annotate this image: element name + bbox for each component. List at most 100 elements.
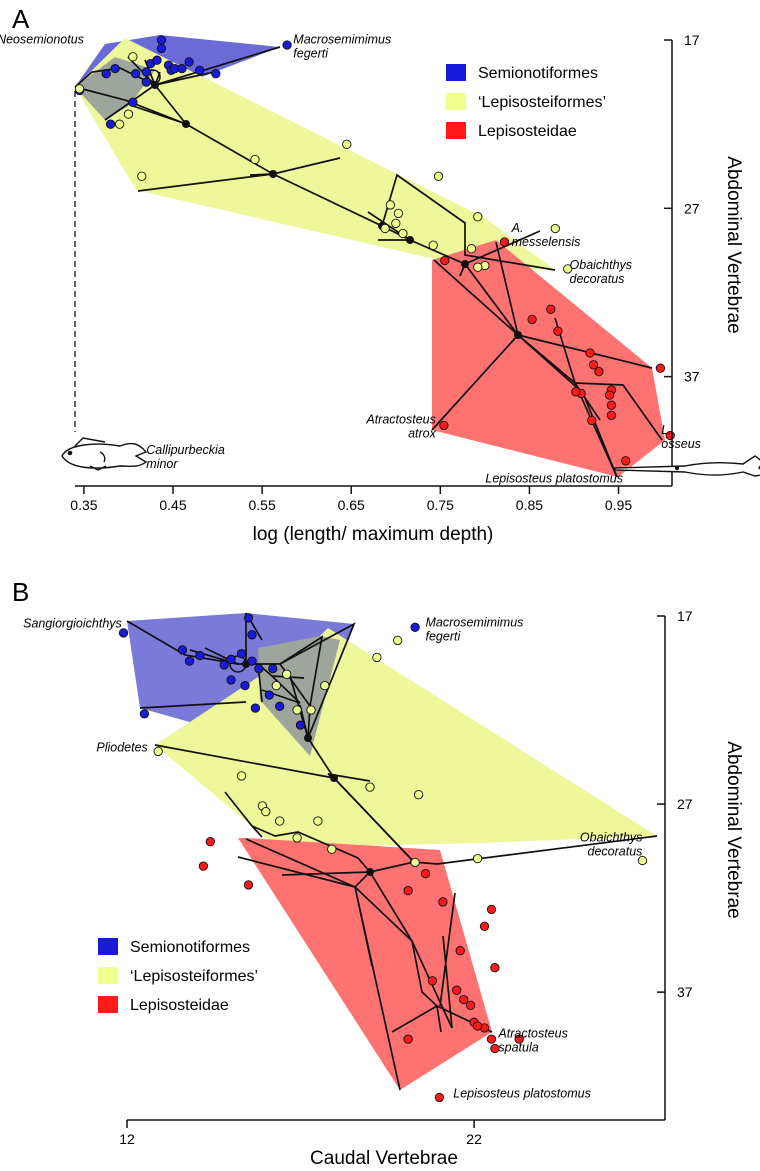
point-lepisosteiformes	[342, 139, 352, 149]
x-tick-label: 0.75	[427, 497, 454, 513]
point-lepisosteidae	[479, 921, 490, 931]
point-semionotiformes	[139, 709, 150, 719]
point-semionotiformes	[105, 119, 116, 129]
species-label: Pliodetes	[96, 740, 147, 754]
point-semionotiformes	[240, 680, 250, 691]
point-lepisosteiformes	[473, 262, 483, 272]
point-lepisosteiformes	[413, 790, 424, 800]
point-lepisosteiformes	[114, 119, 125, 129]
legend-label-semionotiformes: Semionotiformes	[478, 65, 598, 82]
point-lepisosteiformes	[393, 208, 404, 219]
point-semionotiformes	[250, 703, 261, 713]
point-semionotiformes	[184, 656, 195, 666]
x-tick-label: 0.65	[338, 497, 365, 513]
x-axis-label: Caudal Vertebrae	[310, 1148, 458, 1169]
internal-node	[182, 120, 190, 128]
internal-node	[330, 774, 338, 782]
point-lepisosteidae	[440, 255, 450, 266]
internal-node	[269, 170, 277, 178]
point-lepisosteidae	[606, 410, 617, 420]
species-label: Lepisosteus platostomus	[453, 1086, 591, 1100]
y-tick-label: 17	[684, 32, 700, 48]
legend-swatch-lepisosteidae	[98, 996, 118, 1013]
legend-swatch-lepisosteidae	[446, 122, 466, 139]
point-lepisosteidae	[452, 985, 462, 995]
y-tick-label: 17	[677, 608, 693, 624]
point-lepisosteidae	[594, 366, 604, 377]
axes-b: 12 22 17 27 37 Caudal Vertebrae Abdominal V…	[119, 608, 744, 1169]
species-labels-b: Sangiorgioichthys Macrosemimimus fegerti Pl…	[23, 615, 642, 1100]
point-lepisosteidae	[546, 304, 556, 314]
x-tick-label: 22	[466, 1131, 482, 1147]
point-lepisosteidae	[403, 885, 413, 896]
point-semionotiformes	[195, 65, 205, 75]
point-lepisosteidae	[486, 904, 497, 915]
point-lepisosteidae	[527, 314, 537, 325]
species-label: A. messelensis	[511, 221, 581, 249]
point-lepisosteidae	[490, 1043, 500, 1054]
point-semionotiformes	[211, 69, 221, 79]
legend-label-lepisosteiformes: ‘Lepisosteiformes’	[130, 968, 258, 985]
internal-node	[406, 236, 414, 244]
point-semionotiformes	[282, 40, 292, 50]
y-ticks-a: 17 27 37	[664, 32, 700, 385]
y-axis-label: Abdominal Vertebrae	[723, 741, 744, 918]
point-semionotiformes	[243, 613, 254, 623]
point-lepisosteiformes	[473, 212, 483, 222]
legend-label-lepisosteidae: Lepisosteidae	[130, 997, 229, 1014]
point-lepisosteidae	[621, 456, 631, 466]
species-label: Atractosteus spatula	[497, 1026, 567, 1054]
point-lepisosteidae	[403, 1034, 413, 1044]
point-semionotiformes	[195, 650, 205, 661]
species-labels-a: Neosemionotus Macrosemimimus fegerti A. mess…	[0, 32, 701, 485]
point-lepisosteidae	[514, 1034, 524, 1044]
point-semionotiformes	[110, 63, 120, 74]
point-lepisosteiformes	[137, 171, 147, 181]
point-lepisosteiformes	[282, 669, 292, 679]
y-tick-label: 37	[684, 369, 700, 385]
data-points-b	[118, 613, 648, 1103]
point-lepisosteidae	[472, 1021, 483, 1031]
panel-label-a: A	[12, 4, 30, 34]
point-semionotiformes	[141, 77, 151, 87]
point-lepisosteidae	[655, 363, 666, 373]
point-lepisosteiformes	[398, 228, 408, 239]
point-lepisosteiformes	[320, 680, 330, 691]
legend-swatch-semionotiformes	[446, 64, 466, 81]
internal-node	[514, 331, 522, 339]
x-axis-label: log (length/ maximum depth)	[253, 524, 494, 545]
point-lepisosteiformes	[550, 223, 560, 234]
point-semionotiformes	[156, 43, 167, 54]
internal-node	[366, 868, 374, 876]
panel-a: A	[0, 4, 760, 545]
point-lepisosteiformes	[433, 171, 444, 181]
point-semionotiformes	[247, 630, 257, 640]
point-semionotiformes	[226, 675, 236, 685]
point-lepisosteiformes	[250, 154, 260, 165]
point-lepisosteidae	[465, 1000, 476, 1010]
species-label: Atractosteus atrox	[365, 413, 436, 441]
point-lepisosteidae	[198, 861, 209, 871]
x-ticks-b: 12 22	[119, 1120, 482, 1147]
point-semionotiformes	[141, 67, 151, 77]
point-lepisosteidae	[438, 897, 448, 907]
point-semionotiformes	[247, 656, 257, 666]
axes-a: 0.35 0.45 0.55 0.65 0.75 0.85 0.95 17 27 37 log …	[70, 32, 744, 545]
point-lepisosteidae	[459, 994, 469, 1005]
panel-b: B 12 22 1	[12, 577, 744, 1169]
point-lepisosteiformes	[128, 52, 138, 62]
point-lepisosteidae	[553, 326, 563, 336]
legend-swatch-lepisosteiformes	[446, 93, 466, 110]
hull-lepisosteidae	[238, 838, 492, 1090]
point-lepisosteiformes	[428, 240, 438, 250]
hull-lepisosteiformes	[75, 38, 555, 270]
point-semionotiformes	[268, 664, 278, 674]
point-lepisosteiformes	[380, 223, 390, 234]
species-label: Neosemionotus	[0, 32, 84, 46]
species-label: Lepisosteus platostomus	[485, 472, 623, 486]
point-lepisosteiformes	[365, 782, 375, 792]
x-tick-label: 0.55	[248, 497, 275, 513]
point-semionotiformes	[128, 97, 138, 107]
internal-nodes-a	[145, 69, 522, 339]
